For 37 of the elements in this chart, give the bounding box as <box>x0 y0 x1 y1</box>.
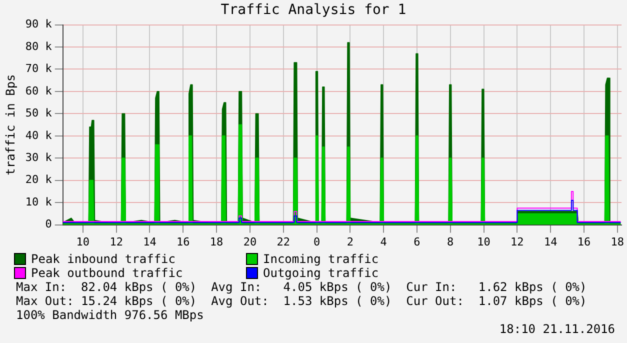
x-tick-label: 10 <box>477 235 490 248</box>
x-tick-label: 10 <box>76 235 90 248</box>
legend-label: Peak inbound traffic <box>31 252 176 266</box>
y-tick-label: 30 k <box>25 150 52 164</box>
y-tick-label: 50 k <box>25 106 52 120</box>
x-tick-label: 8 <box>447 235 454 248</box>
y-tick-label: 10 k <box>25 195 52 208</box>
chart-title: Traffic Analysis for 1 <box>220 2 406 18</box>
y-tick-label: 90 k <box>25 18 52 31</box>
x-tick-label: 20 <box>243 235 257 248</box>
text: Max In: 82.04 kBps ( 0%) Avg In: 4.05 kBps ( 0%) Cur In: 1.62 kBps ( 0%) <box>16 280 588 294</box>
x-tick-label: 4 <box>380 235 388 248</box>
y-tick-label: 70 k <box>25 62 52 76</box>
legend-label: Peak outbound traffic <box>31 266 183 280</box>
y-tick-label: 80 k <box>25 40 52 53</box>
y-tick-label: 60 k <box>25 84 52 98</box>
x-tick-label: 2 <box>346 235 354 248</box>
x-tick-label: 22 <box>276 235 290 248</box>
y-axis-title: traffic in Bps <box>3 74 18 176</box>
legend-label: Outgoing traffic <box>263 266 379 280</box>
text: 18:10 21.11.2016 <box>498 322 616 336</box>
x-tick-label: 6 <box>414 235 420 248</box>
x-tick-label: 12 <box>110 235 123 248</box>
y-tick-label: 40 k <box>25 128 52 142</box>
text: Max Out: 15.24 kBps ( 0%) Avg Out: 1.53 kBps ( 0%) Cur Out: 1.07 kBps ( 0%) <box>16 294 588 308</box>
y-tick-label: 20 k <box>25 173 52 186</box>
legend-label: Incoming traffic <box>263 252 379 266</box>
x-tick-label: 0 <box>313 235 320 248</box>
x-tick-label: 14 <box>143 235 157 248</box>
x-tick-label: 18 <box>210 235 224 248</box>
x-tick-label: 16 <box>577 235 591 248</box>
x-tick-label: 18 <box>610 235 624 248</box>
x-tick-label: 16 <box>176 235 190 248</box>
text: 100% Bandwidth 976.56 MBps <box>16 308 205 322</box>
x-tick-label: 14 <box>544 235 558 248</box>
y-tick-label: 0 <box>45 218 52 231</box>
x-tick-label: 12 <box>510 235 524 248</box>
